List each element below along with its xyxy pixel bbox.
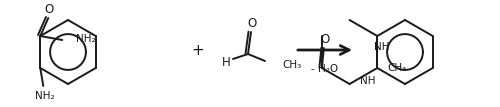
Text: NH: NH — [360, 76, 375, 86]
Text: O: O — [44, 2, 54, 16]
Text: CH₃: CH₃ — [282, 60, 301, 70]
Text: H: H — [222, 56, 230, 68]
Text: NH₂: NH₂ — [36, 91, 55, 101]
Text: +: + — [192, 42, 204, 57]
Text: O: O — [248, 16, 256, 30]
Text: NH: NH — [374, 42, 389, 52]
Text: O: O — [320, 33, 330, 45]
Text: NH₂: NH₂ — [76, 34, 96, 44]
Text: CH₃: CH₃ — [388, 63, 406, 73]
Text: - H₂O: - H₂O — [312, 64, 338, 74]
